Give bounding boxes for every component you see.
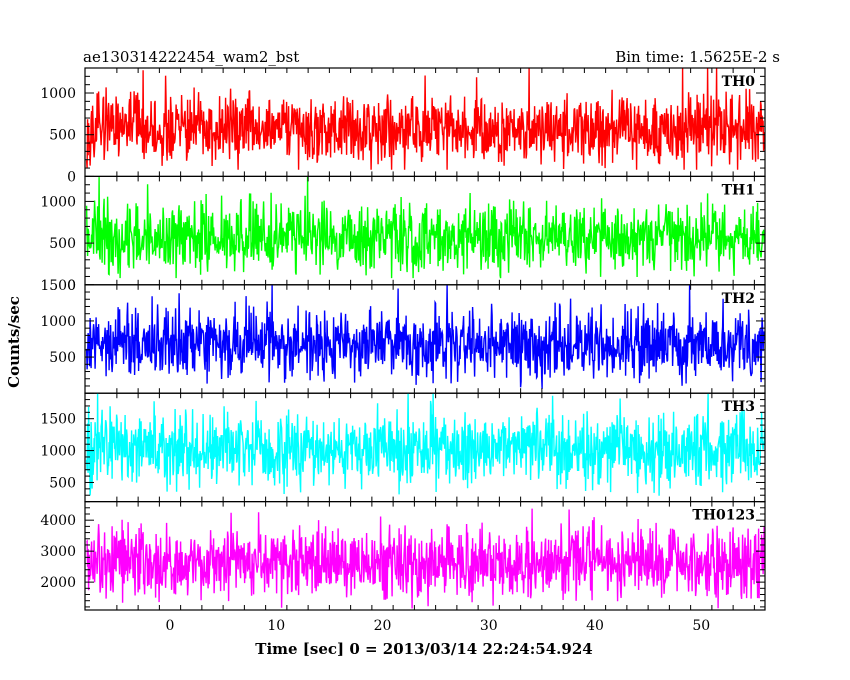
panel-label-th2: TH2 <box>722 291 755 307</box>
x-tick-label: 50 <box>692 618 710 634</box>
y-tick-label: 2000 <box>40 575 76 591</box>
panel-frame <box>84 501 766 611</box>
series-line-th0 <box>85 68 765 170</box>
y-tick-label: 4000 <box>40 513 76 529</box>
y-tick-label: 500 <box>49 475 76 491</box>
y-tick-label: 500 <box>49 128 76 144</box>
y-axis-label: Counts/sec <box>5 296 23 388</box>
x-tick-label: 10 <box>267 618 285 634</box>
x-tick-label: 0 <box>166 618 175 634</box>
series-line-th0123 <box>86 508 765 609</box>
y-tick-label: 500 <box>49 350 76 366</box>
y-tick-label: 500 <box>49 236 76 252</box>
panel-label-th0: TH0 <box>722 74 756 90</box>
series-line-th1 <box>85 176 765 279</box>
series-line-th2 <box>85 284 765 389</box>
panels-group: 05001000TH005001000TH150010001500TH25001… <box>40 67 766 634</box>
y-tick-label: 3000 <box>40 544 76 560</box>
y-tick-label: 1000 <box>40 194 76 210</box>
y-tick-label: 1000 <box>40 86 76 102</box>
panel-th0123: 2000 3000 4000 TH0123 <box>40 501 766 611</box>
y-tick-label: 1000 <box>40 444 76 460</box>
x-tick-label: 30 <box>480 618 498 634</box>
panel-label-th3: TH3 <box>722 399 755 415</box>
y-tick-label: 1000 <box>40 314 76 330</box>
x-axis-label: Time [sec] 0 = 2013/03/14 22:24:54.924 <box>255 640 592 658</box>
y-tick-label: 0 <box>67 169 76 185</box>
panel-th2: 500 1000 1500 TH2 <box>40 278 766 394</box>
panel-label-th1: TH1 <box>722 182 755 198</box>
y-tick-label: 1500 <box>40 412 76 428</box>
bin-time-label: Bin time: 1.5625E-2 s <box>615 48 780 66</box>
panel-th0: 0 500 1000 TH0 <box>40 67 766 185</box>
y-tick-label: 1500 <box>40 278 76 294</box>
y-tick-label: 0 <box>67 278 76 294</box>
panel-th3: 500 1000 1500 TH3 <box>40 392 766 503</box>
chart-title: ae130314222454_wam2_bst <box>83 48 299 66</box>
x-tick-label: 40 <box>586 618 604 634</box>
panel-label-th0123: TH0123 <box>692 508 755 524</box>
panel-th1: 0 500 1000 TH1 <box>40 175 766 294</box>
x-tick-label: 20 <box>374 618 392 634</box>
series-line-th3 <box>85 393 765 496</box>
